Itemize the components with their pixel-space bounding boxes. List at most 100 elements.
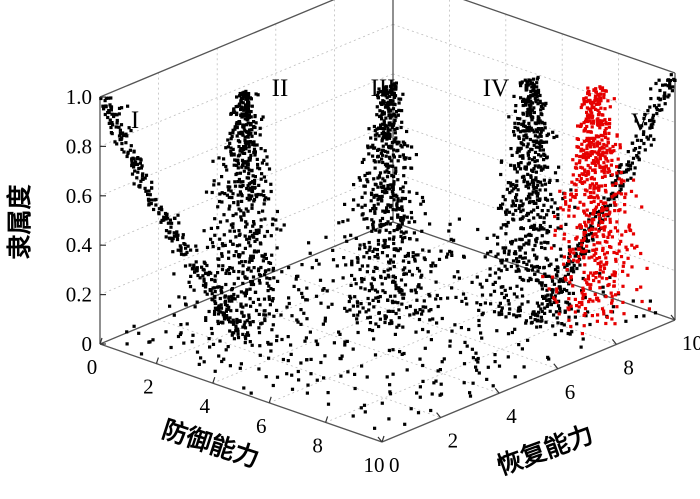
data-point bbox=[257, 312, 261, 316]
data-point bbox=[326, 402, 331, 406]
data-point bbox=[392, 265, 396, 269]
data-point bbox=[356, 330, 360, 335]
data-point bbox=[539, 108, 543, 112]
data-point bbox=[543, 296, 547, 300]
data-point bbox=[516, 188, 520, 192]
data-point bbox=[401, 268, 405, 272]
data-point bbox=[247, 172, 251, 176]
data-point bbox=[668, 85, 673, 89]
data-point bbox=[560, 289, 564, 294]
data-point bbox=[592, 243, 596, 247]
data-point bbox=[389, 195, 393, 199]
data-point bbox=[121, 131, 125, 135]
data-point bbox=[244, 97, 248, 101]
data-point bbox=[281, 357, 285, 362]
data-point bbox=[401, 189, 405, 194]
data-point bbox=[589, 177, 593, 181]
data-point bbox=[385, 169, 389, 173]
data-point bbox=[604, 135, 608, 139]
data-point bbox=[148, 193, 152, 197]
data-point bbox=[562, 287, 566, 291]
data-point bbox=[564, 202, 568, 206]
data-point bbox=[507, 311, 511, 316]
data-point bbox=[516, 309, 520, 313]
data-point bbox=[594, 182, 599, 186]
data-point bbox=[521, 99, 525, 103]
data-point bbox=[247, 168, 251, 172]
data-point bbox=[220, 268, 225, 272]
data-point bbox=[416, 253, 420, 257]
data-point bbox=[166, 221, 170, 225]
data-point bbox=[611, 183, 615, 187]
data-point bbox=[580, 289, 584, 293]
data-point bbox=[582, 324, 586, 328]
data-point bbox=[106, 115, 110, 120]
data-point bbox=[594, 186, 598, 190]
data-point bbox=[580, 181, 584, 185]
data-point bbox=[247, 198, 251, 202]
data-point bbox=[135, 176, 139, 180]
data-point bbox=[604, 212, 608, 217]
data-point bbox=[592, 209, 596, 213]
data-point bbox=[349, 283, 353, 287]
data-point bbox=[533, 178, 537, 182]
data-point bbox=[135, 162, 139, 166]
data-point bbox=[651, 113, 655, 117]
data-point bbox=[359, 286, 363, 290]
data-point bbox=[384, 142, 388, 146]
data-point bbox=[530, 81, 535, 85]
data-point bbox=[246, 93, 250, 97]
data-point bbox=[499, 226, 503, 230]
data-point bbox=[223, 192, 227, 196]
data-point bbox=[341, 276, 345, 280]
data-point bbox=[536, 98, 540, 102]
data-point bbox=[592, 161, 596, 165]
data-point bbox=[635, 138, 640, 142]
data-point bbox=[426, 330, 430, 334]
data-point bbox=[172, 313, 176, 317]
data-point bbox=[144, 173, 149, 177]
data-point bbox=[394, 136, 398, 140]
data-point bbox=[530, 101, 535, 105]
data-point bbox=[243, 294, 247, 298]
data-point bbox=[385, 375, 389, 379]
data-point bbox=[592, 145, 596, 149]
data-point bbox=[600, 276, 604, 280]
data-point bbox=[626, 273, 630, 277]
data-point bbox=[371, 224, 375, 228]
data-point bbox=[140, 177, 144, 181]
data-point bbox=[401, 140, 405, 144]
data-point bbox=[125, 330, 129, 334]
data-point bbox=[563, 310, 567, 314]
data-point bbox=[551, 130, 555, 134]
data-point bbox=[237, 145, 241, 149]
data-point bbox=[263, 252, 267, 256]
data-point bbox=[619, 163, 623, 167]
data-point bbox=[421, 199, 425, 203]
data-point bbox=[543, 182, 548, 186]
data-point bbox=[217, 308, 221, 312]
data-point bbox=[290, 314, 294, 318]
data-point bbox=[529, 89, 533, 93]
data-point bbox=[622, 179, 626, 183]
data-point bbox=[509, 163, 513, 167]
data-point bbox=[483, 255, 487, 259]
data-point bbox=[509, 184, 513, 188]
data-point bbox=[419, 202, 423, 206]
data-point bbox=[471, 356, 475, 360]
data-point bbox=[622, 261, 626, 265]
data-point bbox=[360, 277, 364, 281]
data-point bbox=[504, 315, 508, 319]
data-point bbox=[610, 235, 614, 239]
data-point bbox=[629, 228, 633, 233]
data-point bbox=[117, 112, 121, 116]
data-point bbox=[540, 287, 544, 291]
data-point bbox=[531, 248, 535, 252]
data-point bbox=[474, 365, 478, 369]
data-point bbox=[526, 279, 530, 283]
data-point bbox=[537, 304, 541, 308]
data-point bbox=[518, 154, 522, 158]
data-point bbox=[464, 296, 468, 300]
data-point bbox=[373, 247, 377, 251]
data-point bbox=[615, 165, 619, 169]
